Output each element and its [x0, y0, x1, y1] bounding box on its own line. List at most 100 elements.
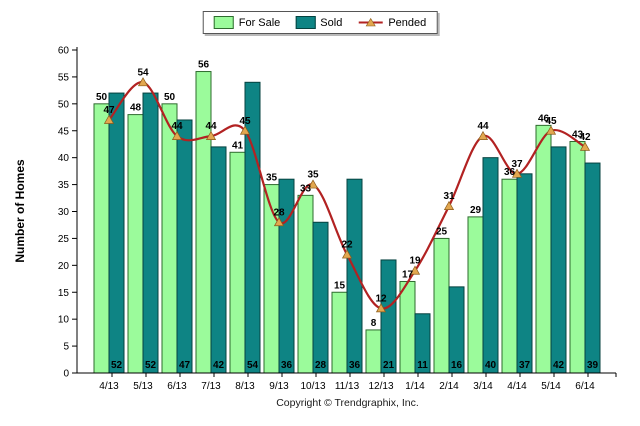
for-sale-value-label: 17 — [402, 269, 414, 280]
pended-marker-icon — [579, 141, 591, 151]
for-sale-value-label: 50 — [164, 92, 176, 103]
bar-for-sale — [161, 103, 178, 374]
sold-value-label: 37 — [519, 360, 531, 371]
pended-marker-icon — [205, 130, 217, 140]
bar-for-sale — [433, 237, 450, 374]
bar-for-sale — [297, 194, 314, 374]
legend-entry-for-sale: For Sale — [213, 16, 281, 29]
x-axis-tick-label: 3/14 — [473, 381, 493, 392]
for-sale-value-label: 50 — [96, 92, 108, 103]
y-axis-tick-label: 35 — [58, 180, 70, 191]
x-axis-tick-label: 11/13 — [335, 381, 360, 392]
y-axis-tick-label: 55 — [58, 72, 70, 83]
y-axis-tick-label: 40 — [58, 153, 70, 164]
sold-value-label: 47 — [179, 360, 191, 371]
x-axis-tick-label: 4/13 — [99, 381, 119, 392]
bar-for-sale — [195, 71, 212, 374]
y-axis-tick-label: 60 — [58, 46, 70, 57]
sold-value-label: 42 — [213, 360, 225, 371]
legend: For Sale Sold Pended — [202, 11, 438, 34]
pended-marker-icon — [511, 168, 523, 178]
for-sale-value-label: 35 — [266, 173, 278, 184]
pended-marker-icon — [137, 77, 149, 87]
for-sale-value-label: 46 — [538, 113, 550, 124]
bar-for-sale — [501, 178, 518, 374]
bar-sold — [584, 162, 601, 374]
for-sale-value-label: 41 — [232, 140, 244, 151]
for-sale-value-label: 25 — [436, 226, 448, 237]
bar-sold — [142, 92, 159, 374]
bar-for-sale — [535, 124, 552, 374]
sold-value-label: 36 — [281, 360, 293, 371]
sold-value-label: 21 — [383, 360, 395, 371]
for-sale-value-label: 36 — [504, 167, 516, 178]
sold-value-label: 42 — [553, 360, 565, 371]
y-axis-tick-label: 50 — [58, 99, 70, 110]
bar-for-sale — [569, 141, 586, 374]
bar-sold — [516, 173, 533, 374]
pended-value-label: 19 — [409, 256, 421, 267]
pended-marker-icon — [477, 130, 489, 140]
pended-value-label: 37 — [511, 159, 523, 170]
for-sale-value-label: 8 — [371, 318, 377, 329]
copyright-text: Copyright © Trendgraphix, Inc. — [276, 397, 419, 409]
pended-value-label: 44 — [205, 121, 217, 132]
pended-value-label: 31 — [443, 191, 455, 202]
legend-label-sold: Sold — [320, 16, 343, 29]
pended-value-label: 45 — [545, 116, 557, 127]
x-axis-tick-label: 7/13 — [201, 381, 221, 392]
x-axis-tick-label: 2/14 — [439, 381, 459, 392]
x-axis-tick-label: 5/14 — [541, 381, 561, 392]
pended-value-label: 47 — [103, 105, 115, 116]
y-axis-tick-label: 45 — [58, 126, 70, 137]
x-axis-tick-label: 8/13 — [235, 381, 255, 392]
pended-marker-icon — [375, 303, 387, 313]
x-axis-tick-label: 6/14 — [575, 381, 595, 392]
sold-value-label: 52 — [111, 360, 123, 371]
pended-value-label: 22 — [341, 240, 353, 251]
pended-marker-icon — [239, 125, 251, 135]
x-axis-tick-label: 6/13 — [167, 381, 187, 392]
for-sale-value-label: 48 — [130, 103, 142, 114]
x-axis-tick-label: 10/13 — [300, 381, 325, 392]
legend-entry-sold: Sold — [295, 16, 342, 29]
pended-value-label: 44 — [477, 121, 489, 132]
pended-value-label: 28 — [273, 207, 285, 218]
sold-value-label: 28 — [315, 360, 327, 371]
pended-value-label: 42 — [579, 132, 591, 143]
y-axis-tick-label: 0 — [63, 369, 69, 380]
sold-value-label: 54 — [247, 360, 259, 371]
bar-for-sale — [93, 103, 110, 374]
bar-for-sale — [229, 151, 246, 374]
sold-value-label: 39 — [587, 360, 599, 371]
bar-sold — [550, 146, 567, 374]
x-axis-tick-label: 9/13 — [269, 381, 289, 392]
sold-value-label: 16 — [451, 360, 463, 371]
pended-marker-icon — [171, 130, 183, 140]
legend-label-for-sale: For Sale — [238, 16, 281, 29]
pended-value-label: 12 — [375, 293, 387, 304]
bar-sold — [176, 119, 193, 374]
pended-value-label: 35 — [307, 170, 319, 181]
pended-marker-icon — [443, 200, 455, 210]
pended-marker-icon — [409, 265, 421, 275]
x-axis-tick-label: 5/13 — [133, 381, 153, 392]
legend-label-pended: Pended — [388, 16, 427, 29]
legend-swatch-sold-icon — [295, 16, 316, 29]
pended-marker-icon — [307, 179, 319, 189]
bar-sold — [210, 146, 227, 374]
for-sale-value-label: 43 — [572, 130, 584, 141]
sold-value-label: 11 — [417, 360, 428, 371]
pended-marker-icon — [273, 217, 285, 227]
y-axis-tick-label: 20 — [58, 261, 70, 272]
pended-marker-icon — [545, 125, 557, 135]
x-axis-tick-label: 4/14 — [507, 381, 527, 392]
for-sale-value-label: 15 — [334, 280, 346, 291]
y-axis-tick-label: 5 — [63, 342, 69, 353]
y-axis-title: Number of Homes — [13, 159, 27, 263]
bar-sold — [380, 259, 397, 374]
legend-swatch-for-sale-icon — [213, 16, 234, 29]
y-axis-tick-label: 25 — [58, 234, 70, 245]
pended-value-label: 54 — [137, 67, 149, 78]
